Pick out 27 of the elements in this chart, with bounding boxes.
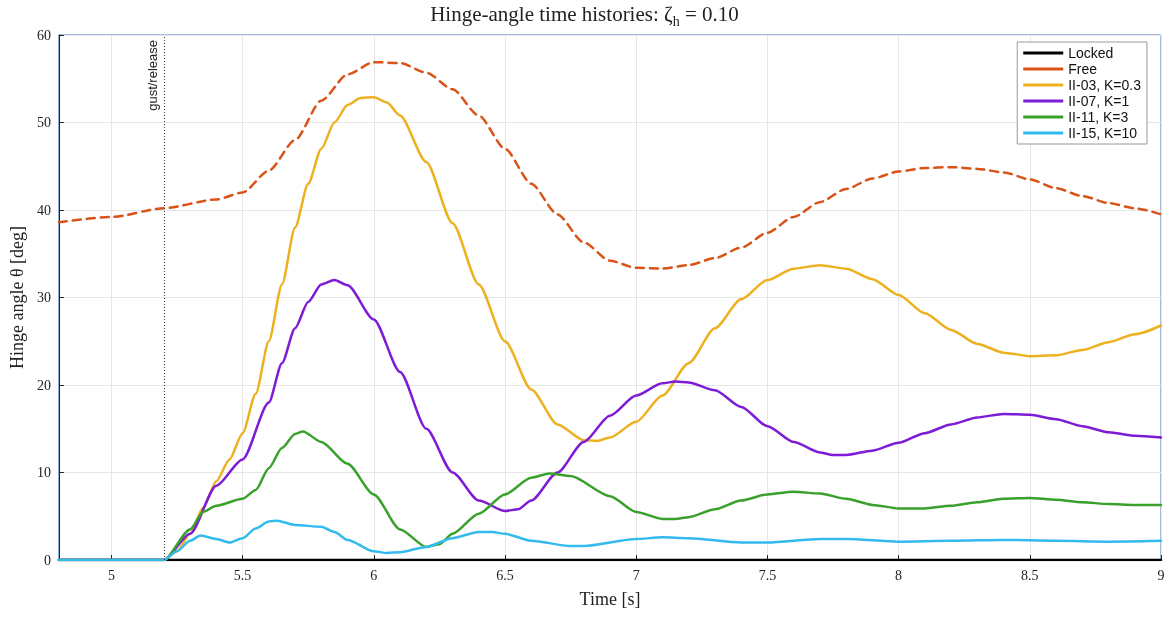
y-tick-label: 10 [36, 465, 51, 480]
x-tick-label: 5.5 [233, 567, 252, 583]
legend-label: Free [1068, 61, 1098, 77]
legend-label: Locked [1068, 45, 1114, 61]
y-tick-label: 60 [36, 27, 51, 43]
x-tick-label: 9 [1157, 567, 1165, 583]
y-tick-label: 20 [36, 377, 51, 393]
x-tick-label: 7 [632, 567, 640, 583]
legend-label: II-11, K=3 [1068, 109, 1129, 125]
y-tick-label: 40 [36, 202, 51, 218]
y-tick-label: 0 [43, 552, 51, 568]
x-tick-label: 7.5 [758, 567, 777, 583]
y-axis-title: Hinge angle θ [deg] [7, 225, 27, 370]
x-tick-label: 5 [107, 567, 115, 583]
y-tick-label: 30 [36, 290, 51, 305]
ref-line-label: gust/release [144, 40, 160, 111]
legend-label: II-07, K=1 [1068, 93, 1130, 109]
x-tick-label: 8.5 [1021, 567, 1039, 583]
x-tick-label: 6.5 [496, 567, 514, 583]
legend-label: II-03, K=0.3 [1068, 77, 1142, 93]
line-series [57, 519, 1163, 562]
x-tick-label: 6 [370, 567, 378, 583]
y-tick-label: 50 [36, 115, 51, 130]
x-tick-label: 8 [895, 567, 903, 583]
chart-title: Hinge-angle time histories: ζ$_{h}$ = 0.10 [430, 2, 739, 30]
legend-label: II-15, K=10 [1068, 125, 1138, 141]
x-axis-title: Time [s] [579, 589, 641, 609]
